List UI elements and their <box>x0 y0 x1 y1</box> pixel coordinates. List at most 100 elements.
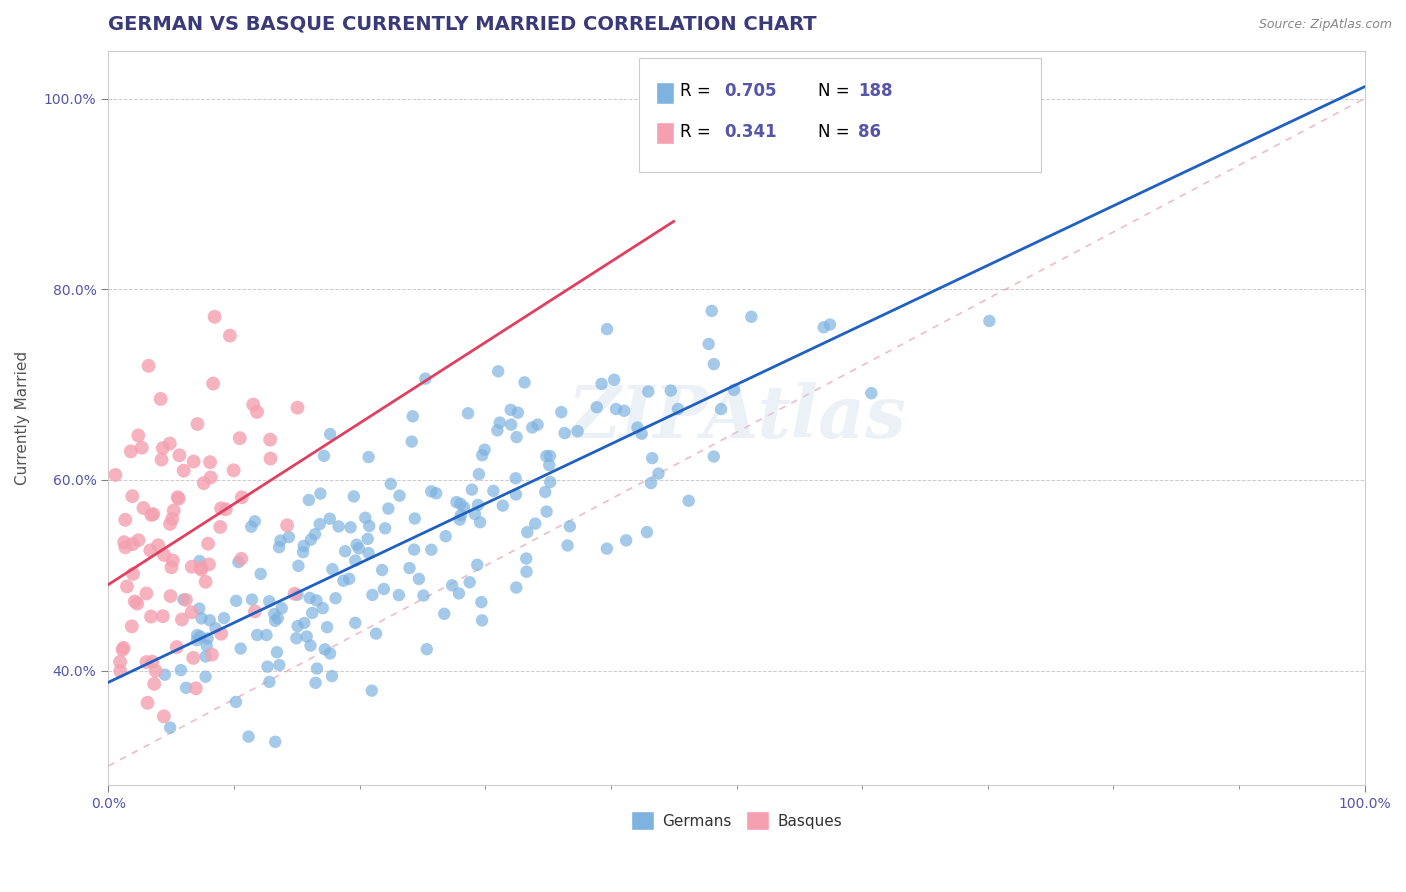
Point <box>285 632 308 646</box>
Point <box>256 628 278 642</box>
Point <box>242 398 264 412</box>
Point <box>377 501 399 516</box>
Point <box>354 510 377 524</box>
Point <box>304 675 326 690</box>
Point <box>136 696 159 710</box>
Point <box>266 645 288 659</box>
Text: R =: R = <box>681 122 716 141</box>
Point <box>204 310 226 324</box>
Point <box>231 490 253 504</box>
Point <box>276 518 298 533</box>
Point <box>194 574 217 589</box>
Point <box>212 611 235 625</box>
Point <box>159 516 181 531</box>
Point <box>309 486 332 500</box>
Point <box>162 553 184 567</box>
Point <box>492 499 515 513</box>
Point <box>143 677 166 691</box>
Point <box>402 409 425 424</box>
Point <box>181 651 204 665</box>
Point <box>361 588 384 602</box>
Point <box>209 520 232 534</box>
Point <box>180 559 202 574</box>
Point <box>505 581 527 595</box>
Point <box>700 304 723 318</box>
Point <box>526 417 548 432</box>
Point <box>550 405 572 419</box>
Point <box>114 513 136 527</box>
Point <box>818 318 841 332</box>
Point <box>142 507 165 521</box>
Point <box>401 434 423 449</box>
Point <box>246 628 269 642</box>
Point <box>404 511 426 525</box>
Point <box>141 508 163 522</box>
Text: ZIPAtlas: ZIPAtlas <box>567 383 905 453</box>
Point <box>188 630 211 644</box>
Point <box>287 558 309 573</box>
Point <box>246 405 269 419</box>
Point <box>110 664 132 678</box>
Point <box>225 695 247 709</box>
Point <box>641 451 664 466</box>
Point <box>148 538 170 552</box>
Point <box>446 495 468 509</box>
Point <box>471 448 494 462</box>
Point <box>404 542 426 557</box>
Point <box>465 558 488 572</box>
Point <box>314 642 336 657</box>
Point <box>337 572 360 586</box>
Point <box>344 615 367 630</box>
Point <box>710 402 733 417</box>
Point <box>228 555 250 569</box>
Point <box>319 427 342 442</box>
Point <box>522 420 544 434</box>
Point <box>449 512 471 526</box>
Point <box>697 337 720 351</box>
Point <box>174 593 197 607</box>
Point <box>398 561 420 575</box>
Point <box>124 594 146 608</box>
Point <box>152 609 174 624</box>
Point <box>458 575 481 590</box>
Point <box>222 463 245 477</box>
Point <box>312 449 335 463</box>
Point <box>159 436 181 450</box>
Point <box>139 543 162 558</box>
Point <box>488 416 510 430</box>
Point <box>183 454 205 468</box>
Point <box>450 508 472 522</box>
Point <box>416 642 439 657</box>
Point <box>172 592 194 607</box>
Point <box>312 601 335 615</box>
Point <box>603 373 626 387</box>
Point <box>630 426 652 441</box>
Point <box>198 613 221 627</box>
Point <box>195 639 218 653</box>
Point <box>229 431 252 445</box>
Point <box>259 451 281 466</box>
Point <box>190 611 212 625</box>
Point <box>486 423 509 437</box>
Point <box>471 614 494 628</box>
Point <box>240 592 263 607</box>
Point <box>112 535 135 549</box>
Point <box>321 562 343 576</box>
Point <box>173 464 195 478</box>
Point <box>186 633 208 648</box>
Point <box>295 630 318 644</box>
Point <box>277 530 299 544</box>
Point <box>457 406 479 420</box>
Point <box>229 641 252 656</box>
Point <box>166 490 188 504</box>
Point <box>267 540 290 554</box>
Point <box>319 511 342 525</box>
Point <box>122 566 145 581</box>
Point <box>408 572 430 586</box>
Point <box>238 730 260 744</box>
Point <box>441 578 464 592</box>
Point <box>180 605 202 619</box>
Point <box>269 658 291 673</box>
Point <box>292 539 315 553</box>
Point <box>267 611 290 625</box>
